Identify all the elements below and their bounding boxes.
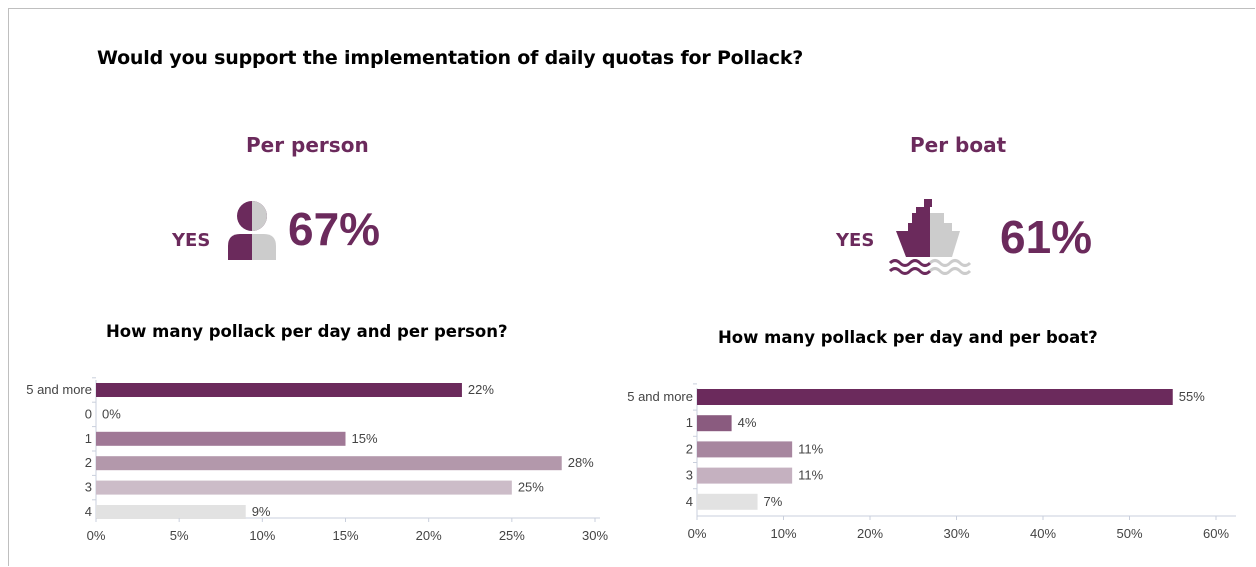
per-boat-chart-title: How many pollack per day and per boat?	[718, 328, 1098, 347]
per-boat-data-label: 55%	[1179, 389, 1205, 404]
per-boat-yes-value: 61%	[1000, 211, 1093, 263]
per-boat-category-label: 3	[686, 468, 693, 483]
per-person-heading: Per person	[246, 133, 369, 157]
per-boat-x-tick-label: 10%	[770, 526, 796, 541]
panel-frame	[8, 8, 1255, 566]
per-boat-x-tick-label: 40%	[1030, 526, 1056, 541]
per-boat-data-label: 7%	[764, 494, 783, 509]
per-boat-category-label: 2	[686, 441, 693, 456]
per-person-bar	[96, 505, 246, 519]
per-person-data-label: 22%	[468, 382, 494, 397]
per-person-category-label: 0	[85, 406, 92, 421]
per-person-category-label: 5 and more	[26, 382, 92, 397]
per-person-yes-value: 67%	[288, 203, 381, 255]
per-person-chart-title: How many pollack per day and per person?	[106, 322, 508, 341]
per-boat-bar	[697, 467, 793, 484]
per-boat-x-tick-label: 0%	[688, 526, 707, 541]
per-boat-x-tick-label: 20%	[857, 526, 883, 541]
per-boat-x-tick-label: 30%	[943, 526, 969, 541]
ship-icon	[888, 199, 972, 275]
per-boat-bar	[697, 415, 732, 432]
person-icon	[228, 201, 276, 260]
per-person-x-tick-label: 15%	[332, 528, 358, 543]
per-boat-x-tick-label: 50%	[1116, 526, 1142, 541]
per-boat-bar	[697, 493, 758, 510]
per-boat-category-label: 4	[686, 494, 693, 509]
per-person-bar	[96, 480, 512, 495]
per-person-x-tick-label: 25%	[499, 528, 525, 543]
per-boat-data-label: 11%	[798, 468, 823, 483]
per-person-x-tick-label: 0%	[87, 528, 106, 543]
per-person-bar	[96, 431, 346, 446]
per-boat-category-label: 5 and more	[627, 389, 693, 404]
per-boat-data-label: 11%	[798, 441, 823, 456]
per-person-bar	[96, 383, 462, 397]
main-title: Would you support the implementation of …	[97, 47, 804, 69]
per-boat-yes-label: YES	[836, 230, 875, 251]
per-boat-x-tick-label: 60%	[1203, 526, 1229, 541]
per-person-data-label: 25%	[518, 480, 544, 495]
per-person-category-label: 1	[85, 431, 92, 446]
per-person-data-label: 28%	[568, 455, 594, 470]
per-person-x-tick-label: 5%	[170, 528, 189, 543]
per-person-x-tick-label: 20%	[416, 528, 442, 543]
per-person-data-label: 15%	[352, 431, 378, 446]
per-person-category-label: 3	[85, 480, 92, 495]
per-boat-heading: Per boat	[910, 133, 1007, 157]
per-person-category-label: 2	[85, 455, 92, 470]
per-boat-bar	[697, 389, 1173, 405]
per-boat-category-label: 1	[686, 415, 693, 430]
per-boat-bar	[697, 441, 793, 458]
per-person-yes-label: YES	[172, 230, 211, 251]
per-person-data-label: 9%	[252, 504, 271, 519]
per-person-category-label: 4	[85, 504, 92, 519]
per-person-x-tick-label: 30%	[582, 528, 608, 543]
per-person-bar	[96, 456, 562, 471]
per-person-data-label: 0%	[102, 406, 121, 421]
per-person-x-tick-label: 10%	[249, 528, 275, 543]
per-boat-data-label: 4%	[738, 415, 757, 430]
